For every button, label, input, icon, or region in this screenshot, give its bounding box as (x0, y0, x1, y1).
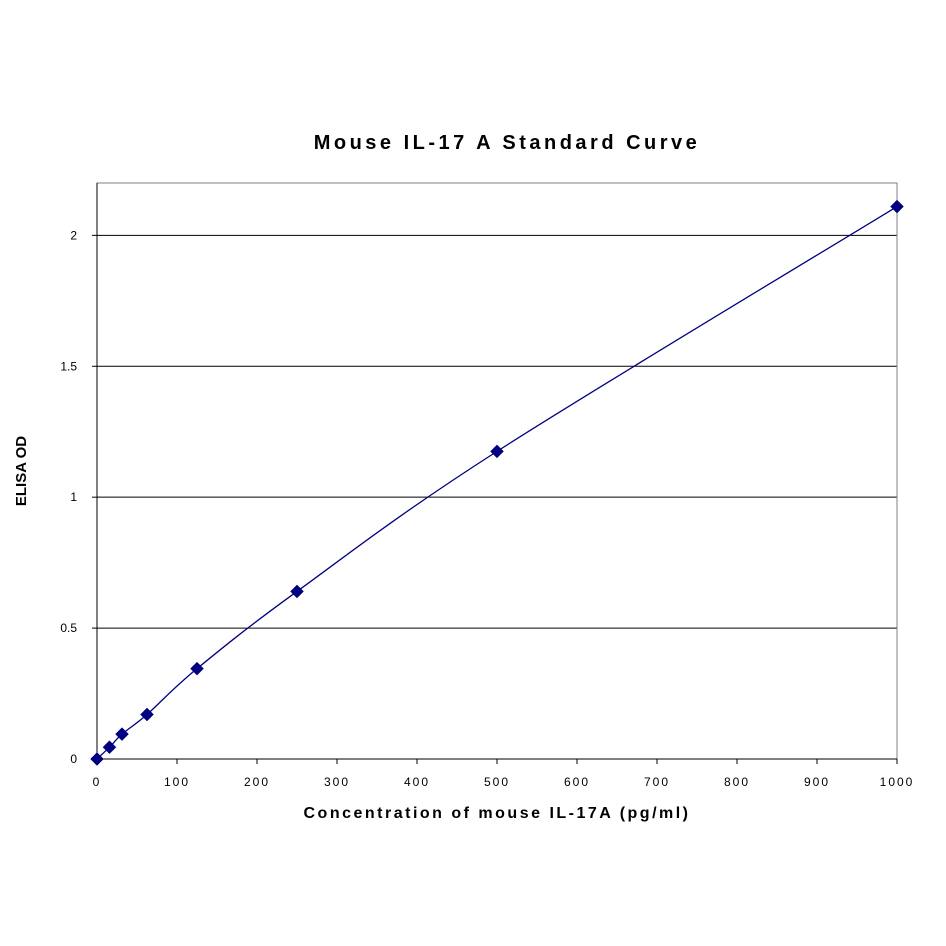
y-tick-label: 0 (70, 752, 77, 766)
gridlines (97, 234, 897, 629)
x-tick-label: 800 (724, 775, 750, 789)
x-tick-label: 1000 (880, 775, 915, 789)
x-tick-label: 900 (804, 775, 830, 789)
chart-title: Mouse IL-17 A Standard Curve (314, 132, 701, 154)
y-tick-label: 1 (70, 490, 77, 504)
data-point (290, 584, 304, 599)
data-point (90, 752, 104, 766)
data-point (890, 199, 904, 214)
x-tick-label: 300 (324, 775, 350, 789)
x-tick-label: 700 (644, 775, 670, 789)
y-axis-ticks: 0 0.5 1 1.5 2 (60, 228, 97, 766)
series-line (96, 206, 898, 760)
x-tick-label: 100 (164, 775, 190, 789)
data-point (115, 727, 129, 741)
data-series (90, 199, 904, 766)
y-tick-label: 0.5 (60, 621, 77, 635)
x-tick-label: 600 (564, 775, 590, 789)
x-axis-label: Concentration of mouse IL-17A (pg/ml) (303, 805, 690, 822)
data-point (490, 444, 504, 459)
data-point (102, 740, 117, 755)
plot-area (96, 182, 898, 760)
x-tick-label: 400 (404, 775, 430, 789)
data-point (140, 707, 154, 722)
x-tick-label: 200 (244, 775, 270, 789)
y-tick-label: 1.5 (60, 359, 77, 373)
y-tick-label: 2 (70, 228, 77, 242)
data-point (190, 661, 204, 676)
x-tick-label: 0 (93, 775, 102, 789)
x-tick-label: 500 (484, 775, 510, 789)
y-axis-label: ELISA OD (13, 436, 30, 506)
x-axis-ticks: 0 100 200 300 400 500 600 700 800 900 1000 (93, 759, 915, 789)
